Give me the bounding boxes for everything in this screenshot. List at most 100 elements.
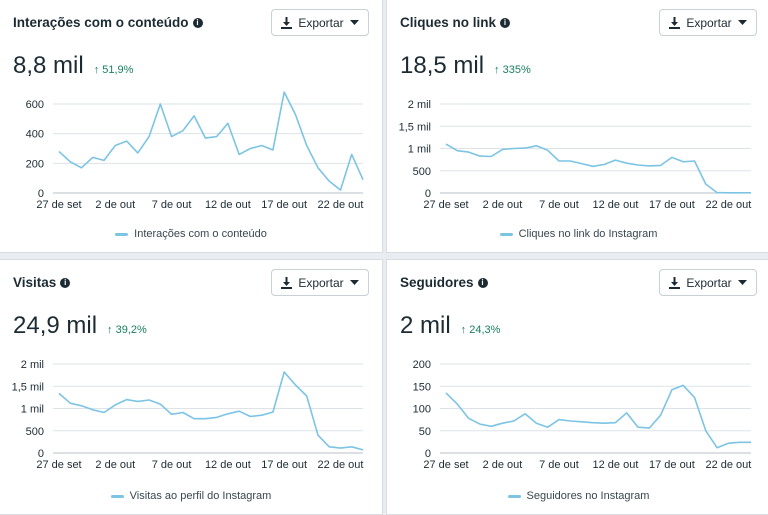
metric: 24,9 mil ↑ 39,2%: [13, 312, 147, 340]
download-icon: [669, 16, 681, 29]
x-tick-label: 7 de out: [152, 199, 192, 211]
x-tick-label: 17 de out: [261, 459, 307, 471]
series-line: [58, 371, 364, 451]
card-title-text: Seguidores: [400, 275, 474, 290]
export-label: Exportar: [686, 15, 732, 30]
export-label: Exportar: [298, 15, 344, 30]
card-title: Visitas i: [13, 275, 71, 290]
export-button[interactable]: Exportar: [659, 9, 757, 36]
x-tick-label: 27 de set: [423, 199, 468, 211]
y-tick-label: 0: [425, 448, 431, 460]
card-title-text: Cliques no link: [400, 15, 497, 30]
y-tick-label: 200: [26, 158, 44, 170]
export-button[interactable]: Exportar: [659, 269, 757, 296]
legend-swatch: [110, 494, 124, 498]
x-tick-label: 12 de out: [205, 459, 251, 471]
metric: 2 mil ↑ 24,3%: [400, 312, 500, 340]
x-tick-label: 12 de out: [593, 459, 639, 471]
caret-down-icon: [349, 280, 359, 285]
download-icon: [281, 16, 293, 29]
chart: 0 500 1 mil 1,5 mil 2 mil 27 de set 2 de out 7 …: [12, 359, 364, 471]
card-interactions: Interações com o conteúdo i Exportar 8,8…: [0, 0, 383, 253]
y-tick-label: 0: [425, 188, 431, 200]
x-tick-label: 17 de out: [261, 199, 307, 211]
y-tick-label: 150: [413, 381, 431, 393]
legend-swatch: [507, 494, 521, 498]
export-label: Exportar: [298, 275, 344, 290]
x-tick-label: 22 de out: [318, 459, 364, 471]
card-link-clicks: Cliques no link i Exportar 18,5 mil ↑ 33…: [386, 0, 768, 253]
info-icon[interactable]: i: [60, 277, 71, 288]
card-title: Cliques no link i: [400, 15, 511, 30]
x-tick-label: 12 de out: [205, 199, 251, 211]
metric-change: ↑ 335%: [494, 64, 531, 76]
y-tick-label: 500: [26, 426, 44, 438]
caret-down-icon: [737, 20, 747, 25]
card-title: Interações com o conteúdo i: [13, 15, 203, 30]
metric-change: ↑ 51,9%: [93, 64, 134, 76]
download-icon: [281, 276, 293, 289]
export-button[interactable]: Exportar: [271, 9, 369, 36]
x-tick-label: 2 de out: [483, 199, 523, 211]
metric: 18,5 mil ↑ 335%: [400, 52, 531, 80]
y-tick-label: 1 mil: [21, 404, 44, 416]
legend-label: Seguidores no Instagram: [526, 490, 650, 502]
y-tick-label: 1,5 mil: [12, 381, 44, 393]
y-tick-label: 0: [38, 188, 44, 200]
info-icon[interactable]: i: [192, 17, 203, 28]
y-tick-label: 2 mil: [21, 359, 44, 371]
metric-value: 18,5 mil: [400, 52, 485, 79]
x-tick-label: 22 de out: [705, 459, 751, 471]
y-tick-label: 0: [38, 448, 44, 460]
x-tick-label: 27 de set: [36, 459, 81, 471]
x-tick-label: 17 de out: [649, 459, 695, 471]
x-tick-label: 7 de out: [539, 459, 579, 471]
legend-label: Interações com o conteúdo: [134, 228, 267, 240]
y-tick-label: 500: [413, 166, 431, 178]
export-label: Exportar: [686, 275, 732, 290]
chart: 0 200 400 600 27 de set 2 de out 7 de out 12 de…: [26, 91, 364, 211]
metric-change: ↑ 24,3%: [460, 324, 501, 336]
card-visits: Visitas i Exportar 24,9 mil ↑ 39,2% 0 500…: [0, 259, 383, 515]
legend-swatch: [115, 232, 129, 236]
y-tick-label: 1,5 mil: [399, 121, 431, 133]
info-icon[interactable]: i: [477, 277, 488, 288]
x-tick-label: 22 de out: [705, 199, 751, 211]
chart-legend: Interações com o conteúdo: [0, 228, 382, 240]
y-tick-label: 200: [413, 359, 431, 371]
card-title-text: Interações com o conteúdo: [13, 15, 189, 30]
series-line: [445, 143, 751, 194]
metric: 8,8 mil ↑ 51,9%: [13, 52, 133, 80]
metric-change: ↑ 39,2%: [107, 324, 147, 336]
card-followers: Seguidores i Exportar 2 mil ↑ 24,3% 0 50 1…: [386, 259, 768, 515]
legend-label: Cliques no link do Instagram: [518, 228, 658, 240]
card-title: Seguidores i: [400, 275, 488, 290]
x-tick-label: 2 de out: [95, 199, 135, 211]
caret-down-icon: [737, 280, 747, 285]
chart: 0 50 100 150 200 27 de set 2 de out 7 de out 12 …: [413, 359, 752, 471]
download-icon: [669, 276, 681, 289]
export-button[interactable]: Exportar: [271, 269, 369, 296]
chart: 0 500 1 mil 1,5 mil 2 mil 27 de set 2 de out 7 …: [399, 99, 752, 211]
series-line: [58, 91, 364, 191]
chart-legend: Cliques no link do Instagram: [387, 228, 768, 240]
x-tick-label: 2 de out: [95, 459, 135, 471]
x-tick-label: 22 de out: [318, 199, 364, 211]
x-tick-label: 17 de out: [649, 199, 695, 211]
x-tick-label: 12 de out: [593, 199, 639, 211]
chart-legend: Visitas ao perfil do Instagram: [0, 490, 382, 502]
y-tick-label: 50: [419, 426, 431, 438]
y-tick-label: 2 mil: [408, 99, 431, 111]
metric-value: 2 mil: [400, 312, 451, 339]
x-tick-label: 7 de out: [152, 459, 192, 471]
x-tick-label: 2 de out: [483, 459, 523, 471]
chart-legend: Seguidores no Instagram: [387, 490, 768, 502]
info-icon[interactable]: i: [500, 17, 511, 28]
legend-label: Visitas ao perfil do Instagram: [129, 490, 272, 502]
x-tick-label: 7 de out: [539, 199, 579, 211]
caret-down-icon: [349, 20, 359, 25]
x-tick-label: 27 de set: [36, 199, 81, 211]
y-tick-label: 600: [26, 99, 44, 111]
metric-value: 24,9 mil: [13, 312, 98, 339]
